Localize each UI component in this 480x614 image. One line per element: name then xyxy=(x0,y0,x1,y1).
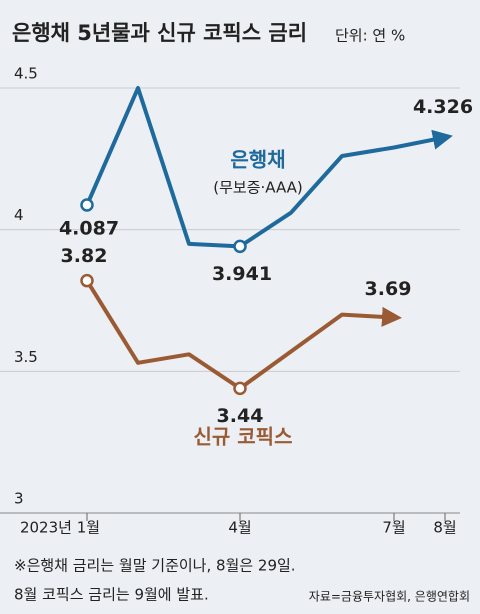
note: ※은행채 금리는 월말 기준이나, 8월은 29일. xyxy=(14,557,296,575)
y-tick-label: 4 xyxy=(14,206,24,224)
y-tick-label: 4.5 xyxy=(14,65,38,83)
data-label: 3.69 xyxy=(365,278,412,300)
series-name: 신규 코픽스 xyxy=(194,425,293,449)
data-label: 3.82 xyxy=(61,245,108,267)
y-tick-label: 3 xyxy=(14,490,24,508)
source: 자료=금융투자협회, 은행연합회 xyxy=(309,589,470,604)
chart-title: 은행채 5년물과 신규 코픽스 금리 xyxy=(12,21,307,45)
data-label: 4.326 xyxy=(413,96,473,118)
subtitle: 단위: 연 % xyxy=(335,27,405,45)
point-marker xyxy=(80,198,94,212)
point-marker xyxy=(233,239,247,254)
data-label: 4.087 xyxy=(59,218,119,240)
y-tick-label: 3.5 xyxy=(14,348,38,366)
series-line xyxy=(85,86,453,249)
data-label: 3.941 xyxy=(212,263,272,285)
series-name: 은행채 xyxy=(230,148,285,172)
x-tick-label: 7월 xyxy=(382,519,405,537)
x-tick-label: 8월 xyxy=(433,519,456,537)
x-tick-label: 4월 xyxy=(228,519,251,537)
data-label: 3.44 xyxy=(217,405,264,427)
point-marker xyxy=(233,381,247,396)
series-note: (무보증·AAA) xyxy=(213,179,303,197)
note: 8월 코픽스 금리는 9월에 발표. xyxy=(14,586,209,604)
point-marker xyxy=(80,273,94,288)
x-tick-label: 2023년 1월 xyxy=(20,519,100,537)
